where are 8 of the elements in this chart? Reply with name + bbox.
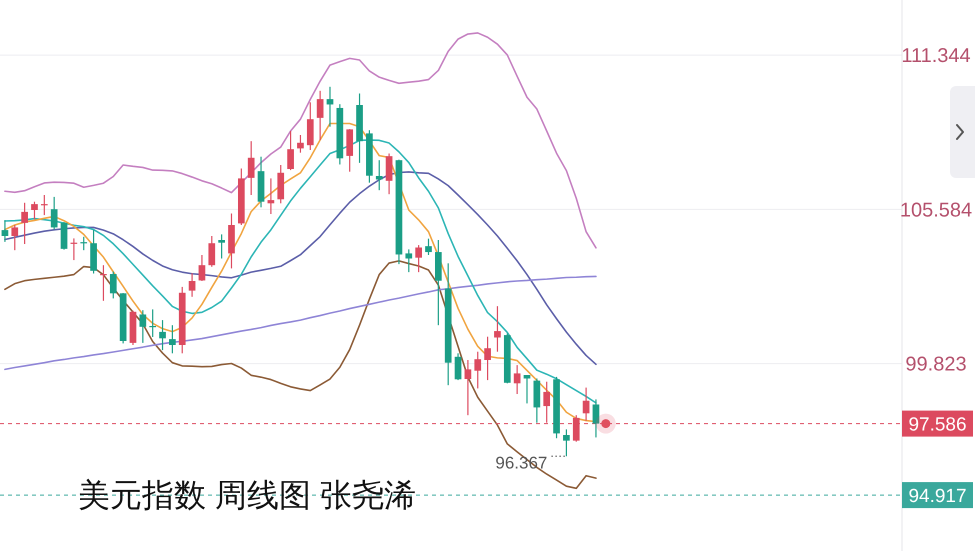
y-tick-label: 99.823 xyxy=(905,354,967,376)
ref-line-label: 94.917 xyxy=(908,486,967,508)
y-tick-label: 105.584 xyxy=(900,199,972,222)
ref-line-label: 97.586 xyxy=(902,410,973,437)
y-tick-label: 111.344 xyxy=(901,45,971,68)
title: 美元指数 周线图 张尧浠 xyxy=(78,477,416,513)
ref-line-label: 97.586 xyxy=(908,414,967,436)
ref-line-label: 94.917 xyxy=(902,482,973,508)
